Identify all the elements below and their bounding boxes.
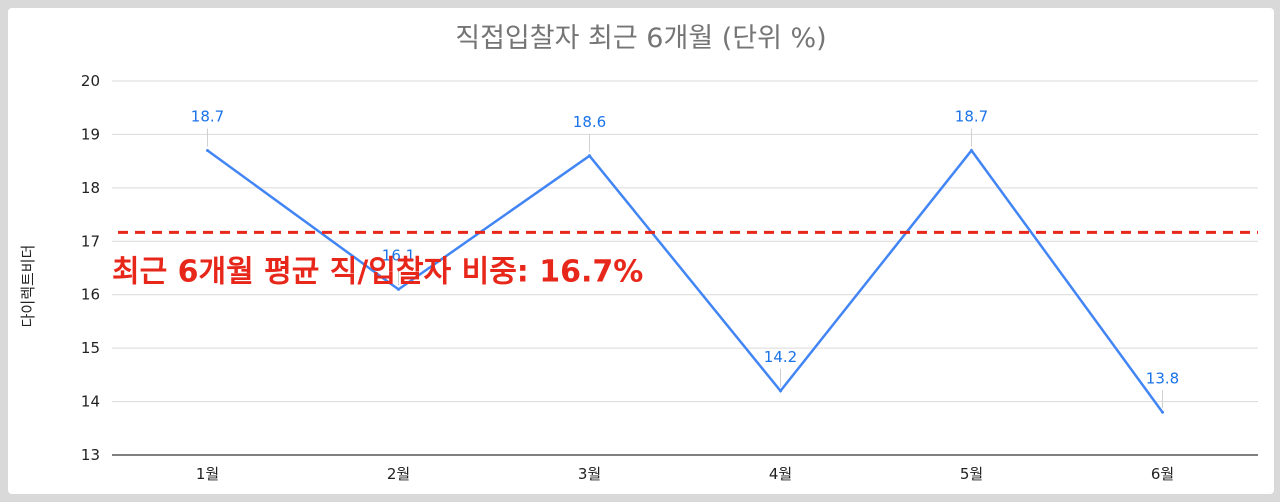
- data-point: [588, 154, 591, 158]
- data-label: 13.8: [1146, 369, 1179, 387]
- chart-frame: 직접입찰자 최근 6개월 (단위 %) 13 14 15 16 17 18 19 20 1월 2월 3…: [8, 8, 1274, 494]
- x-tick-label: 6월: [1151, 465, 1174, 483]
- y-tick-label: 19: [81, 125, 100, 143]
- data-label: 18.6: [573, 113, 606, 131]
- data-point: [970, 148, 973, 152]
- data-point: [206, 148, 209, 152]
- average-reference-label: 최근 6개월 평균 직/입찰자 비중: 16.7%: [112, 254, 643, 289]
- y-axis-title: 다이렉트비더: [19, 245, 37, 328]
- data-point: [779, 389, 782, 393]
- data-label: 18.7: [955, 107, 988, 125]
- x-tick-label: 4월: [769, 465, 792, 483]
- y-tick-label: 18: [81, 179, 100, 197]
- x-tick-label: 2월: [387, 465, 410, 483]
- x-tick-label: 1월: [196, 465, 219, 483]
- data-point: [397, 287, 400, 291]
- y-tick-label: 17: [81, 232, 100, 250]
- line-chart: 직접입찰자 최근 6개월 (단위 %) 13 14 15 16 17 18 19 20 1월 2월 3…: [19, 23, 1258, 483]
- y-tick-label: 20: [81, 72, 100, 90]
- series-line: [206, 148, 1164, 413]
- y-tick-label: 14: [81, 393, 100, 411]
- data-label: 18.7: [191, 107, 224, 125]
- data-label: 16.1: [382, 246, 415, 264]
- x-tick-label: 3월: [578, 465, 601, 483]
- data-point: [1161, 410, 1164, 414]
- y-tick-label: 13: [81, 446, 100, 464]
- x-tick-label: 5월: [960, 465, 983, 483]
- y-tick-label: 15: [81, 339, 100, 357]
- data-label: 14.2: [764, 348, 797, 366]
- chart-title: 직접입찰자 최근 6개월 (단위 %): [455, 23, 826, 54]
- y-tick-label: 16: [81, 286, 100, 304]
